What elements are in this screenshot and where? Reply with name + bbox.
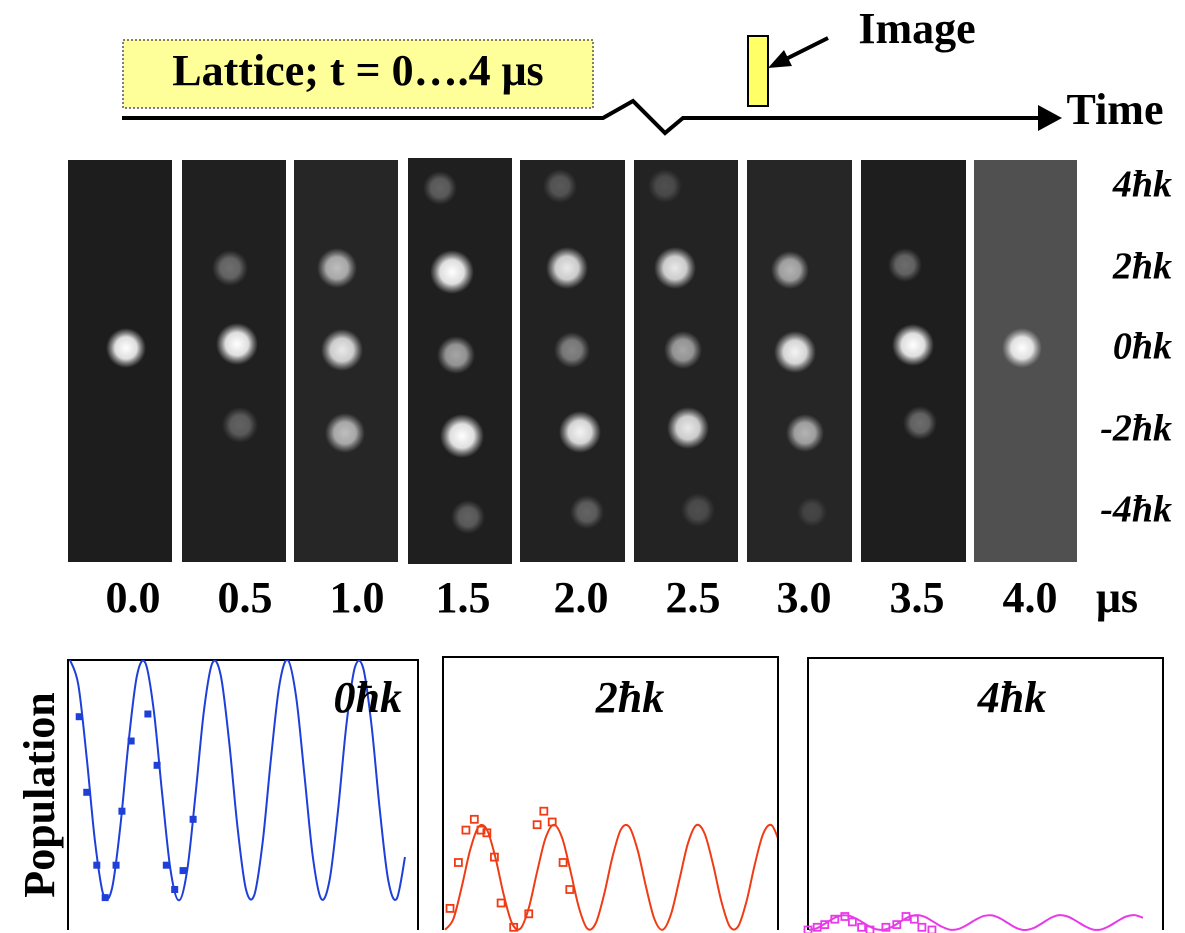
plot: 0ħk Population <box>15 660 418 930</box>
plot-title: 0ħk <box>334 673 402 722</box>
image-pulse <box>748 36 768 106</box>
time-label: Time <box>1067 85 1164 134</box>
atom-cloud <box>554 332 590 368</box>
atom-cloud <box>317 248 357 288</box>
atom-cloud <box>440 414 484 458</box>
data-point <box>858 924 865 931</box>
data-point <box>455 859 462 866</box>
atom-cloud <box>321 329 363 371</box>
time-label: 3.0 <box>777 573 832 622</box>
atom-cloud <box>1002 328 1042 368</box>
atom-cloud <box>430 250 474 294</box>
data-point <box>540 808 547 815</box>
atom-cloud <box>423 171 457 205</box>
atom-cloud <box>892 324 934 366</box>
plot: 4ħk <box>805 658 1164 933</box>
fit-curve <box>445 825 780 930</box>
time-label: 0.5 <box>218 573 273 622</box>
timeline: Lattice; t = 0….4 μs Image Time <box>122 4 1163 134</box>
atom-cloud <box>797 497 827 527</box>
momentum-label: -2ħk <box>1100 408 1172 450</box>
momentum-label: -4ħk <box>1100 489 1172 531</box>
time-label: 4.0 <box>1003 573 1058 622</box>
atom-cloud <box>786 414 824 452</box>
atom-cloud <box>212 250 248 286</box>
atom-cloud <box>654 247 696 289</box>
lattice-label: Lattice; t = 0….4 μs <box>172 46 543 95</box>
time-label: 2.5 <box>666 573 721 622</box>
momentum-label: 4ħk <box>1112 164 1172 206</box>
page: Lattice diffraction figure html, body { … <box>0 0 1185 933</box>
data-point <box>928 927 935 933</box>
atom-cloud <box>222 407 258 443</box>
plot: 2ħk <box>443 657 780 931</box>
plot-title: 4ħk <box>977 673 1046 722</box>
data-point <box>534 821 541 828</box>
data-point <box>180 867 187 874</box>
figure: Lattice; t = 0….4 μs Image Time <box>0 0 1185 933</box>
time-arrowhead <box>1038 105 1062 131</box>
time-label: 3.5 <box>890 573 945 622</box>
time-label: 0.0 <box>106 573 161 622</box>
plot-title: 2ħk <box>595 673 664 722</box>
image-arrowhead <box>768 50 792 68</box>
atom-cloud <box>648 169 682 203</box>
time-unit: μs <box>1096 573 1138 622</box>
atom-cloud <box>570 495 604 529</box>
image-label: Image <box>858 4 975 53</box>
data-point <box>849 918 856 925</box>
absorption-images <box>68 158 1077 564</box>
atom-cloud <box>681 493 715 527</box>
atom-cloud <box>774 331 816 373</box>
y-axis-label: Population <box>15 692 64 897</box>
data-point <box>144 711 151 718</box>
atom-cloud <box>451 500 485 534</box>
data-point <box>566 886 573 893</box>
time-label: 2.0 <box>554 573 609 622</box>
atom-cloud <box>546 247 588 289</box>
momentum-label: 2ħk <box>1112 246 1172 288</box>
atom-cloud <box>325 413 365 453</box>
time-label: 1.5 <box>436 573 491 622</box>
data-point <box>841 913 848 920</box>
atom-cloud <box>771 251 809 289</box>
momentum-label: 0ħk <box>1113 326 1172 368</box>
atom-cloud <box>664 331 702 369</box>
atom-cloud <box>903 406 937 440</box>
atom-cloud <box>106 328 146 368</box>
body: {"timeline": {"lattice_label": "Lattice;… <box>0 0 1185 933</box>
data-point <box>471 816 478 823</box>
data-point <box>498 900 505 907</box>
atom-cloud <box>543 169 577 203</box>
data-point <box>918 924 925 931</box>
atom-cloud <box>437 336 475 374</box>
population-plots: 0ħk Population 2ħk 4ħk <box>15 657 1163 933</box>
data-point <box>560 859 567 866</box>
data-point <box>447 905 454 912</box>
atom-cloud <box>216 323 258 365</box>
atom-cloud <box>559 411 601 453</box>
atom-cloud <box>888 248 922 282</box>
time-label: 1.0 <box>330 573 385 622</box>
atom-cloud <box>667 407 709 449</box>
data-point <box>462 827 469 834</box>
